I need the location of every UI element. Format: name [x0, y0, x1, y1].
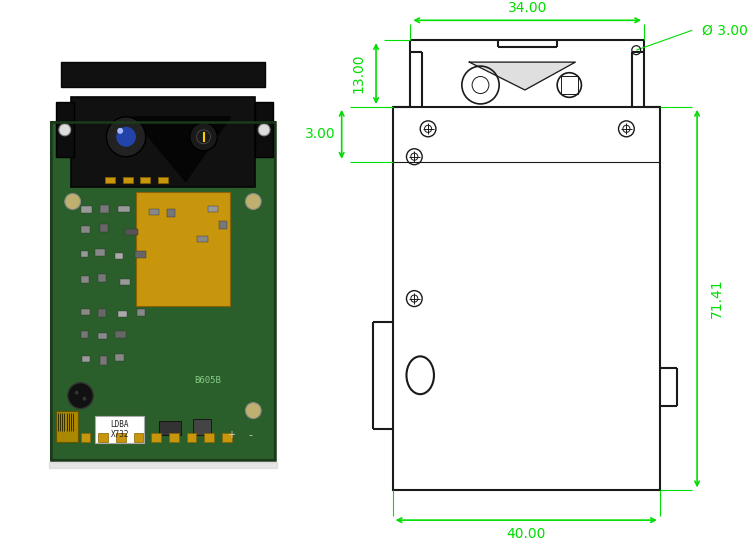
- Text: LDBA
X732: LDBA X732: [110, 420, 129, 439]
- Bar: [194, 419, 211, 434]
- Circle shape: [196, 130, 211, 144]
- Bar: [98, 274, 106, 282]
- Bar: [95, 416, 144, 443]
- Circle shape: [117, 128, 123, 134]
- Bar: [118, 311, 127, 317]
- Bar: [222, 432, 232, 442]
- Bar: [196, 236, 208, 243]
- Bar: [51, 122, 275, 460]
- Circle shape: [245, 403, 261, 419]
- Polygon shape: [132, 117, 231, 182]
- Circle shape: [74, 390, 79, 395]
- Text: 34.00: 34.00: [508, 1, 547, 15]
- Bar: [124, 229, 139, 235]
- Circle shape: [59, 124, 70, 136]
- Bar: [98, 333, 107, 339]
- Bar: [561, 76, 578, 94]
- Circle shape: [82, 397, 86, 400]
- Circle shape: [68, 383, 93, 409]
- Bar: [56, 411, 77, 442]
- Bar: [169, 432, 178, 442]
- Bar: [149, 210, 159, 216]
- Bar: [115, 254, 123, 259]
- Bar: [100, 205, 109, 213]
- Bar: [115, 354, 124, 361]
- Bar: [51, 122, 275, 460]
- Text: 3.00: 3.00: [304, 127, 335, 141]
- Bar: [80, 331, 88, 338]
- Bar: [95, 249, 105, 256]
- Circle shape: [106, 117, 146, 157]
- Bar: [82, 356, 90, 362]
- Bar: [393, 107, 660, 490]
- Bar: [80, 206, 92, 213]
- Bar: [208, 206, 218, 212]
- Bar: [219, 222, 226, 229]
- Bar: [56, 102, 74, 157]
- Bar: [80, 309, 90, 315]
- Bar: [134, 251, 146, 258]
- Bar: [70, 97, 255, 186]
- Circle shape: [190, 123, 217, 151]
- Text: B605B: B605B: [194, 376, 221, 385]
- Bar: [116, 432, 126, 442]
- Text: Ø 3.00: Ø 3.00: [702, 23, 748, 37]
- Bar: [80, 432, 90, 442]
- Bar: [80, 227, 90, 233]
- Bar: [137, 309, 146, 316]
- Text: 40.00: 40.00: [506, 527, 546, 541]
- Bar: [187, 432, 196, 442]
- Bar: [204, 432, 214, 442]
- Bar: [158, 177, 168, 183]
- Bar: [98, 309, 106, 317]
- Bar: [115, 331, 126, 338]
- Bar: [118, 206, 130, 212]
- Bar: [100, 356, 107, 365]
- Bar: [105, 177, 115, 183]
- Circle shape: [116, 127, 136, 147]
- Text: 71.41: 71.41: [710, 279, 724, 318]
- Circle shape: [258, 124, 270, 136]
- Bar: [80, 251, 88, 257]
- Text: +: +: [226, 431, 235, 441]
- Text: 13.00: 13.00: [351, 54, 365, 94]
- Bar: [152, 432, 161, 442]
- Bar: [98, 432, 108, 442]
- Bar: [80, 276, 89, 283]
- Bar: [255, 102, 273, 157]
- Bar: [123, 177, 133, 183]
- Bar: [136, 191, 230, 306]
- Bar: [134, 432, 143, 442]
- Bar: [120, 279, 130, 285]
- Bar: [159, 421, 181, 434]
- Bar: [61, 62, 265, 87]
- Circle shape: [245, 194, 261, 210]
- Bar: [167, 210, 175, 217]
- Polygon shape: [470, 62, 575, 90]
- Text: -: -: [248, 431, 252, 441]
- Bar: [140, 177, 150, 183]
- Bar: [100, 224, 108, 233]
- Circle shape: [64, 194, 80, 210]
